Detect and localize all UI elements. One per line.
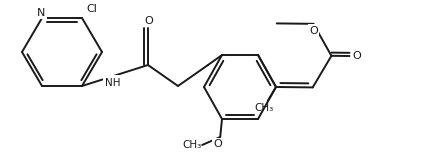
Text: O: O	[214, 139, 223, 149]
Text: O: O	[145, 16, 153, 26]
Text: N: N	[37, 8, 45, 18]
Text: O: O	[309, 26, 318, 36]
Text: CH₃: CH₃	[254, 103, 273, 113]
Text: O: O	[352, 51, 361, 61]
Text: Cl: Cl	[86, 4, 97, 14]
Text: CH₃: CH₃	[183, 140, 202, 150]
Text: NH: NH	[105, 78, 121, 88]
